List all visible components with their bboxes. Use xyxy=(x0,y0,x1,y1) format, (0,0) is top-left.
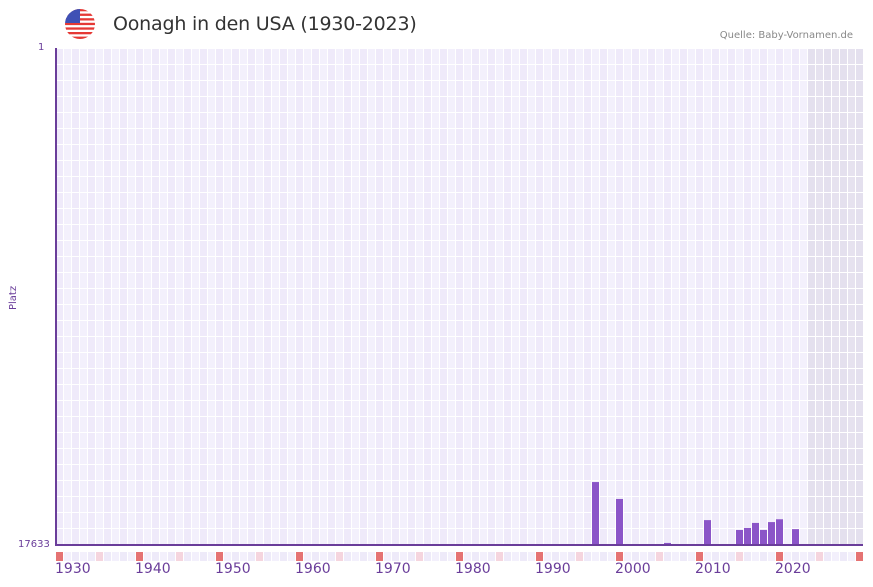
x-tick-1930: 1930 xyxy=(55,561,91,577)
x-tick-1980: 1980 xyxy=(455,561,491,577)
x-tick-2010: 2010 xyxy=(695,561,731,577)
x-tick-1950: 1950 xyxy=(215,561,251,577)
bar-2006[interactable] xyxy=(664,542,671,545)
chart-title: Oonagh in den USA (1930-2023) xyxy=(113,13,417,35)
bar-2000[interactable] xyxy=(616,498,623,545)
x-axis-line xyxy=(55,544,863,546)
bar-2016[interactable] xyxy=(744,528,751,545)
x-tick-2020: 2020 xyxy=(775,561,811,577)
bar-2018[interactable] xyxy=(760,529,767,545)
x-tick-1960: 1960 xyxy=(295,561,331,577)
bar-2020[interactable] xyxy=(776,519,783,545)
us-flag-icon xyxy=(65,9,95,39)
plot-area xyxy=(55,48,863,545)
y-axis-title: Platz xyxy=(8,285,19,310)
bar-2015[interactable] xyxy=(736,529,743,545)
bar-2019[interactable] xyxy=(768,522,775,545)
year-marker-strip xyxy=(55,546,863,561)
bar-1997[interactable] xyxy=(592,482,599,545)
x-tick-1970: 1970 xyxy=(375,561,411,577)
x-tick-1940: 1940 xyxy=(135,561,171,577)
bar-2022[interactable] xyxy=(792,529,799,545)
bar-2017[interactable] xyxy=(752,522,759,545)
y-tick-top: 1 xyxy=(38,42,45,53)
x-tick-2000: 2000 xyxy=(615,561,651,577)
grid xyxy=(56,49,863,545)
bar-2011[interactable] xyxy=(704,520,711,545)
y-axis-line xyxy=(55,48,57,546)
x-tick-1990: 1990 xyxy=(535,561,571,577)
source-label: Quelle: Baby-Vornamen.de xyxy=(719,30,853,41)
y-tick-bottom: 17633 xyxy=(18,539,50,550)
